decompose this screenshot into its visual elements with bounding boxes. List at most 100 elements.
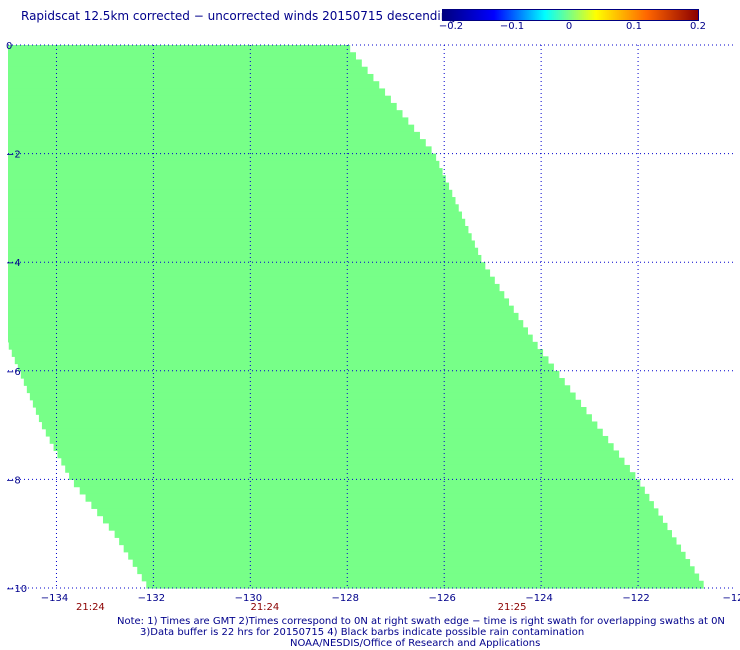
swath-cell	[79, 486, 645, 495]
time-label: 21:24	[250, 602, 279, 613]
swath-cell	[8, 102, 397, 111]
note-line-2: 3)Data buffer is 22 hrs for 20150715 4) …	[140, 627, 585, 638]
swath-cell	[8, 327, 528, 336]
swath-cell	[8, 312, 519, 321]
swath-cell	[97, 508, 659, 517]
swath-cell	[8, 320, 524, 328]
latitude-tick-label: −4	[6, 258, 21, 269]
swath-cell	[91, 501, 654, 509]
swath-cell	[23, 378, 565, 386]
swath-cell	[8, 131, 420, 140]
time-labels: 21:24 21:24 21:25	[76, 602, 526, 613]
swath-cell	[8, 226, 469, 234]
swath-cell	[41, 421, 598, 430]
swath-cell	[8, 204, 459, 213]
swath-cell	[114, 530, 672, 538]
colorbar-label: 0.1	[626, 21, 642, 32]
latitude-tick-label: −8	[6, 475, 21, 486]
swath-cell	[8, 45, 351, 53]
gridlines	[8, 44, 735, 589]
swath-cell	[8, 211, 462, 220]
swath-cell	[8, 110, 403, 118]
swath-cell	[146, 580, 704, 589]
swath-cell	[8, 341, 538, 350]
swath-cell	[8, 197, 456, 205]
swath-cell	[38, 414, 592, 423]
longitude-tick-label: −122	[622, 593, 649, 604]
swath-cell	[35, 407, 587, 415]
swath-cell	[8, 153, 437, 162]
swath-cell	[8, 52, 356, 61]
swath-cell	[14, 356, 549, 365]
swath-cell	[8, 175, 446, 184]
latitude-tick-label: −10	[6, 584, 27, 595]
swath-cell	[123, 544, 682, 553]
latitude-tick-label: −6	[6, 367, 21, 378]
latitude-tick-label: 0	[6, 41, 12, 52]
swath-cell	[8, 146, 432, 155]
colorbar-label: 0.2	[690, 21, 706, 32]
swath-cell	[8, 262, 486, 271]
swath-cell	[53, 443, 614, 452]
swath-cell	[8, 95, 391, 104]
swath-cell	[17, 363, 554, 372]
swath-cell	[32, 399, 582, 408]
swath-cell	[128, 551, 686, 560]
swath-cell	[141, 573, 700, 582]
colorbar	[442, 9, 699, 21]
longitude-tick-label: −124	[525, 593, 552, 604]
swath-cell	[65, 464, 630, 473]
swath-cell	[8, 269, 491, 278]
longitude-tick-label: −134	[41, 593, 68, 604]
swath-cell	[8, 81, 380, 90]
swath-cell	[8, 73, 374, 82]
swath-cell	[132, 559, 691, 567]
swath-cell	[26, 385, 571, 394]
swath-cell	[29, 392, 576, 401]
swath-cell	[8, 139, 426, 147]
colorbar-label: −0.2	[438, 21, 464, 32]
swath-cell	[8, 59, 362, 68]
swath-cell	[8, 168, 443, 176]
swath-cell	[108, 522, 668, 531]
colorbar-label: 0	[565, 21, 573, 32]
wind-swath-layer	[8, 45, 704, 589]
swath-cell	[102, 515, 663, 524]
swath-cell	[49, 435, 609, 444]
swath-cell	[8, 334, 533, 343]
swath-cell	[8, 247, 479, 256]
swath-cell	[8, 88, 386, 97]
swath-cell	[8, 66, 368, 75]
swath-cell	[8, 117, 409, 126]
swath-cell	[61, 457, 625, 466]
note-line-1: Note: 1) Times are GMT 2)Times correspon…	[117, 616, 725, 627]
swath-cell	[57, 450, 620, 459]
swath-cell	[8, 233, 472, 242]
swath-cell	[73, 479, 641, 488]
map-title: Rapidscat 12.5km corrected − uncorrected…	[21, 9, 456, 23]
tick-labels: −134 −132 −130 −128 −126 −124 −122 −12 0 −2 −4 −6 −8…	[6, 41, 740, 604]
latitude-tick-label: −2	[6, 150, 21, 161]
swath-cell	[8, 254, 482, 263]
swath-cell	[8, 298, 510, 307]
swath-cell	[8, 240, 475, 249]
longitude-tick-label: −132	[138, 593, 165, 604]
colorbar-label: −0.1	[499, 21, 525, 32]
swath-cell	[8, 124, 415, 133]
swath-cell	[8, 305, 514, 314]
longitude-tick-label: −126	[428, 593, 455, 604]
note-line-3: NOAA/NESDIS/Office of Research and Appli…	[290, 638, 541, 649]
time-label: 21:25	[498, 602, 527, 613]
swath-cell	[8, 218, 466, 227]
swath-cell	[8, 283, 500, 292]
longitude-tick-label: −12	[722, 593, 740, 604]
swath-cell	[137, 566, 695, 575]
time-label: 21:24	[76, 602, 105, 613]
swath-cell	[85, 493, 650, 502]
swath-cell	[8, 182, 450, 191]
swath-cell	[45, 428, 603, 437]
longitude-tick-label: −128	[332, 593, 359, 604]
swath-cell	[20, 370, 560, 379]
swath-cell	[8, 189, 453, 198]
